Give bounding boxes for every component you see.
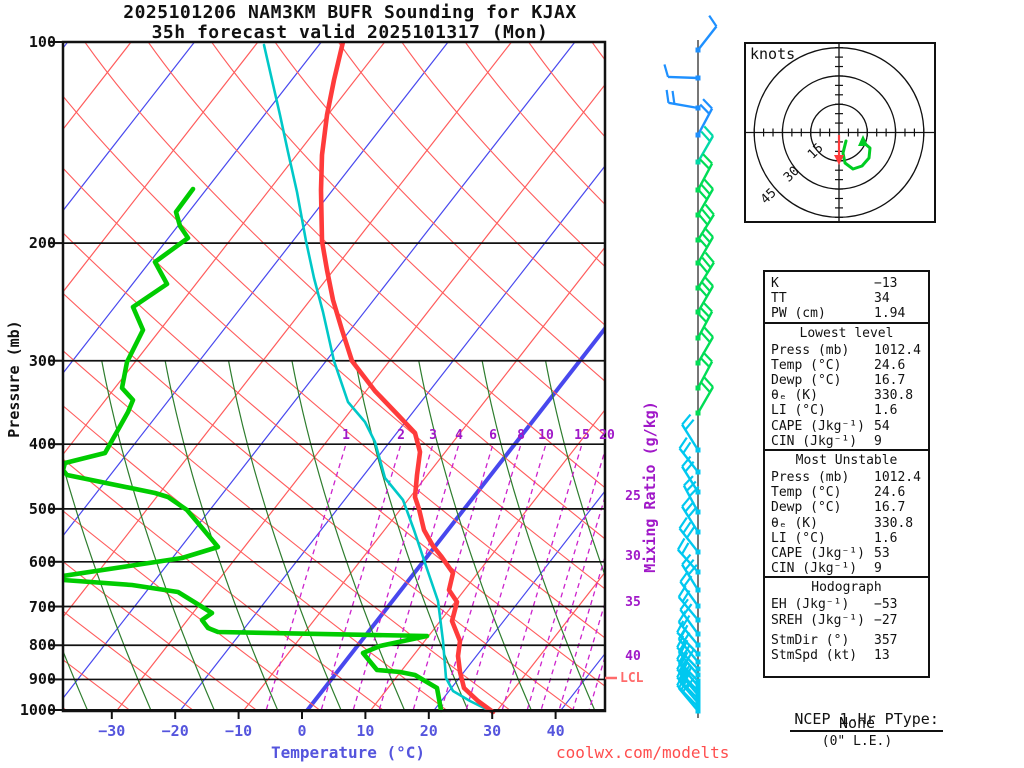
stats-row: CAPE (Jkg⁻¹) 53 [771, 546, 890, 561]
stats-row: TT 34 [771, 291, 890, 307]
pressure-tick-label: 400 [28, 435, 56, 454]
chart-title-line2: 35h forecast valid 2025101317 (Mon) [151, 22, 549, 43]
stats-row: SREH (Jkg⁻¹) −27 [771, 612, 898, 628]
stats-row: Press (mb) 1012.4 [771, 470, 921, 485]
stats-row: CIN (Jkg⁻¹) 9 [771, 561, 882, 577]
temperature-tick-label: 20 [419, 722, 438, 740]
stats-row: Dewp (°C) 16.7 [771, 500, 906, 516]
lcl-label: LCL [620, 671, 644, 686]
sounding-curves [63, 42, 496, 715]
mixing-ratio-label: 15 [574, 428, 590, 443]
stats-row: K −13 [771, 276, 898, 291]
stats-row: θₑ (K) 330.8 [771, 515, 914, 531]
watermark-link[interactable]: coolwx.com/modelts [556, 743, 730, 762]
pressure-tick-label: 800 [28, 636, 56, 655]
stats-row: Dewp (°C) 16.7 [771, 373, 906, 388]
sounding-stats-table: K −13 TT 34 PW (cm) 1.94 Lowest level Press (mb… [763, 270, 930, 678]
chart-title-line1: 2025101206 NAM3KM BUFR Sounding for KJAX [123, 2, 577, 23]
stats-row: Temp (°C) 24.6 [771, 485, 906, 501]
mixing-ratio-label-right: 35 [625, 595, 641, 610]
table-section-header: Most Unstable [795, 453, 898, 468]
pressure-tick-label: 300 [28, 351, 56, 370]
pressure-axis-label: Pressure (mb) [5, 320, 23, 438]
stats-row: θₑ (K) 330.8 [771, 388, 914, 404]
mixing-ratio-label-right: 40 [625, 649, 641, 664]
temperature-tick-label: 10 [356, 722, 375, 740]
pressure-tick-label: 500 [28, 499, 56, 518]
pressure-tick-label: 700 [28, 597, 56, 616]
temperature-axis-label: Temperature (°C) [270, 743, 426, 762]
skewt-background-lattice [63, 42, 605, 711]
mixing-ratio-label: 1 [342, 428, 350, 443]
ptype-title: NCEP 1-Hr PType: [790, 710, 943, 732]
temperature-tick-label: 30 [483, 722, 502, 740]
mixing-ratio-label: 6 [489, 428, 497, 443]
mixing-ratio-label-right: 25 [625, 489, 641, 504]
table-divider [764, 321, 929, 324]
stats-row: CIN (Jkg⁻¹) 9 [771, 433, 882, 449]
stats-row: StmDir (°) 357 [771, 632, 898, 648]
pressure-tick-label: 200 [28, 234, 56, 253]
stats-row: CAPE (Jkg⁻¹) 54 [771, 418, 890, 434]
stats-row: Press (mb) 1012.4 [771, 342, 921, 358]
hodograph-units-label: knots [750, 45, 796, 63]
mixing-ratio-label-right: 30 [625, 549, 641, 564]
plot-frame [61, 40, 607, 713]
temperature-tick-label: −10 [225, 722, 253, 740]
stats-row: EH (Jkg⁻¹) −53 [771, 597, 898, 613]
stats-row: LI (°C) 1.6 [771, 403, 898, 419]
temperature-tick-label: 40 [546, 722, 565, 740]
wind-barb-column [663, 14, 718, 718]
stats-row: LI (°C) 1.6 [771, 530, 898, 546]
ptype-block: NCEP 1-Hr PType: [752, 690, 962, 732]
stats-row: StmSpd (kt) 13 [771, 648, 890, 663]
table-section-header: Lowest level [799, 325, 894, 341]
pressure-tick-label: 100 [28, 33, 56, 51]
ptype-detail: (0" L.E.) [821, 734, 893, 749]
mixing-ratio-label: 8 [517, 428, 525, 443]
stats-row: PW (cm) 1.94 [771, 306, 906, 322]
table-section-header: Hodograph [811, 580, 882, 596]
pressure-tick-label: 600 [28, 552, 56, 571]
pressure-tick-label: 1000 [19, 701, 56, 719]
pressure-tick-label: 900 [28, 670, 56, 689]
stats-row: Temp (°C) 24.6 [771, 357, 906, 373]
table-divider [764, 449, 929, 451]
mixing-ratio-label: 3 [429, 428, 437, 443]
ptype-value: None [838, 714, 876, 732]
hodograph-panel [744, 42, 936, 223]
temperature-tick-label: 0 [297, 722, 307, 740]
mixing-ratio-label: 20 [599, 428, 615, 443]
mixing-ratio-label: 2 [397, 428, 405, 443]
axis-ticks [50, 41, 617, 719]
mixing-ratio-label: 10 [538, 428, 554, 443]
mixing-ratio-label: 4 [455, 428, 463, 443]
pressure-gridlines [63, 242, 605, 711]
table-divider [764, 576, 929, 579]
temperature-tick-label: −30 [98, 722, 126, 740]
temperature-tick-label: −20 [161, 722, 189, 740]
